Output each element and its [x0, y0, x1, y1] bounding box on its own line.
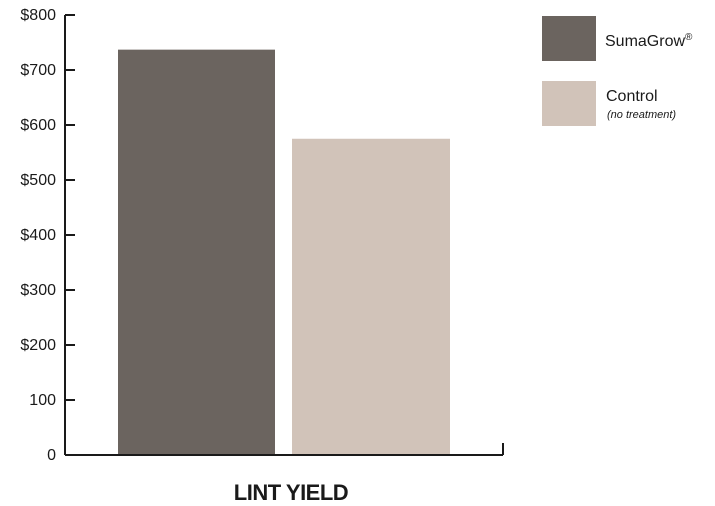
legend-label-control: Control: [606, 88, 658, 105]
y-tick-label: $200: [20, 337, 56, 354]
y-tick-label: $400: [20, 227, 56, 244]
legend-swatch-control: [542, 81, 596, 126]
bar-control: [292, 138, 450, 455]
y-tick-label: 0: [47, 447, 56, 464]
svg-text:SumaGrow®: SumaGrow®: [605, 32, 693, 50]
y-axis: 0 100 $200 $300 $400 $500 $600 $700 $800: [20, 7, 75, 464]
y-tick-label: $800: [20, 7, 56, 24]
bars: [118, 49, 450, 456]
y-tick-label: 100: [29, 392, 56, 409]
y-tick-label: $600: [20, 117, 56, 134]
legend: SumaGrow® Control (no treatment): [542, 16, 693, 126]
legend-item-sumagrow: SumaGrow®: [542, 16, 693, 61]
bar-sumagrow: [118, 49, 275, 456]
y-tick-label: $700: [20, 62, 56, 79]
legend-swatch-sumagrow: [542, 16, 596, 61]
x-axis: [65, 443, 504, 456]
legend-label-sumagrow: SumaGrow: [605, 33, 685, 50]
legend-sublabel-control: (no treatment): [607, 109, 676, 121]
x-axis-label: LINT YIELD: [234, 480, 348, 505]
legend-registered-mark: ®: [685, 32, 693, 43]
y-tick-label: $500: [20, 172, 56, 189]
legend-item-control: Control (no treatment): [542, 81, 676, 126]
y-tick-label: $300: [20, 282, 56, 299]
